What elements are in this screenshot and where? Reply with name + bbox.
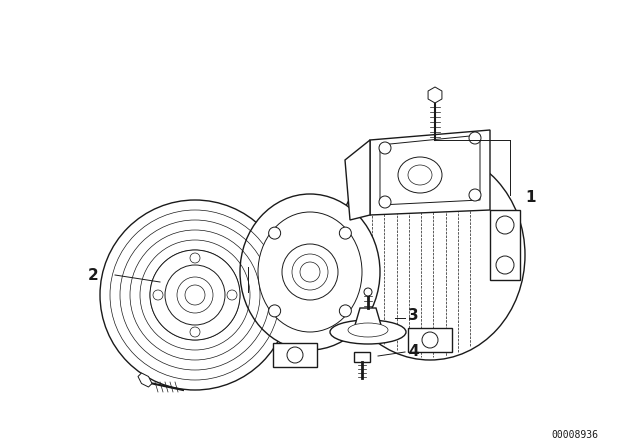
Polygon shape (370, 130, 490, 215)
Circle shape (469, 132, 481, 144)
Circle shape (469, 189, 481, 201)
Circle shape (496, 256, 514, 274)
Circle shape (269, 305, 281, 317)
Polygon shape (138, 373, 152, 387)
Polygon shape (408, 328, 452, 352)
Polygon shape (428, 87, 442, 103)
Ellipse shape (100, 200, 290, 390)
Text: 3: 3 (408, 309, 419, 323)
Circle shape (269, 227, 281, 239)
Circle shape (496, 216, 514, 234)
Circle shape (364, 288, 372, 296)
Polygon shape (273, 343, 317, 367)
Text: 2: 2 (88, 267, 99, 283)
Circle shape (339, 305, 351, 317)
Ellipse shape (335, 150, 525, 360)
Text: 1: 1 (525, 190, 536, 206)
Ellipse shape (348, 323, 388, 337)
Polygon shape (380, 135, 480, 205)
Circle shape (287, 347, 303, 363)
Text: 00008936: 00008936 (552, 430, 598, 440)
Ellipse shape (300, 262, 320, 282)
Ellipse shape (282, 244, 338, 300)
Circle shape (153, 290, 163, 300)
Circle shape (165, 265, 225, 325)
Ellipse shape (292, 254, 328, 290)
Circle shape (339, 227, 351, 239)
Ellipse shape (330, 320, 406, 344)
Ellipse shape (408, 165, 432, 185)
Ellipse shape (398, 157, 442, 193)
Circle shape (190, 327, 200, 337)
Circle shape (185, 285, 205, 305)
Ellipse shape (258, 212, 362, 332)
Circle shape (379, 142, 391, 154)
Text: 4: 4 (408, 345, 419, 359)
Circle shape (227, 290, 237, 300)
Circle shape (422, 332, 438, 348)
Ellipse shape (240, 194, 380, 350)
Circle shape (150, 250, 240, 340)
Polygon shape (345, 140, 370, 220)
Bar (354, 352, 370, 362)
Polygon shape (353, 308, 383, 332)
Circle shape (190, 253, 200, 263)
Polygon shape (490, 210, 520, 280)
Circle shape (379, 196, 391, 208)
Circle shape (177, 277, 213, 313)
